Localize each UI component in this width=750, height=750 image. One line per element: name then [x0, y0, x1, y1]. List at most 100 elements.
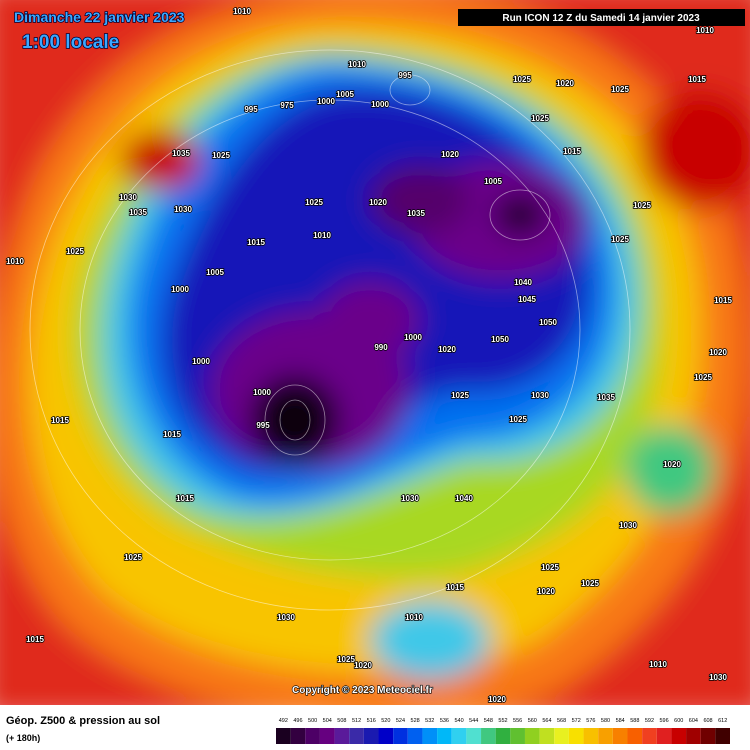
colorbar-swatch — [700, 728, 716, 744]
isobar-label: 1030 — [709, 673, 727, 682]
colorbar-swatch — [290, 728, 306, 744]
isobar-label: 1025 — [531, 114, 549, 123]
colorbar-label: 516 — [367, 718, 376, 724]
colorbar-label: 560 — [528, 718, 537, 724]
colorbar-swatch — [583, 728, 599, 744]
colorbar-swatch — [554, 728, 569, 744]
colorbar-label: 520 — [381, 718, 390, 724]
isobar-label: 1000 — [404, 333, 422, 342]
colorbar-label: 556 — [513, 718, 522, 724]
isobar-label: 1020 — [369, 198, 387, 207]
isobar-label: 1020 — [537, 587, 555, 596]
colorbar-swatch — [656, 728, 672, 744]
isobar-label: 1030 — [119, 193, 137, 202]
colorbar-swatch — [686, 728, 701, 744]
colorbar-label: 584 — [616, 718, 625, 724]
colorbar-swatch — [305, 728, 320, 744]
isobar-label: 1005 — [484, 177, 502, 186]
isobar-label: 1015 — [688, 75, 706, 84]
colorbar-swatch — [568, 728, 584, 744]
colorbar-swatch — [422, 728, 438, 744]
isobar-label: 1000 — [317, 97, 335, 106]
time: 1:00 locale — [22, 32, 119, 53]
contours — [29, 49, 631, 611]
colorbar-label: 604 — [689, 718, 698, 724]
isobar-label: 1020 — [438, 345, 456, 354]
isobar-label: 1020 — [556, 79, 574, 88]
isobar-label: 1025 — [212, 151, 230, 160]
isobar-label: 1010 — [348, 60, 366, 69]
isobar-label: 1030 — [619, 521, 637, 530]
colorbar-label: 528 — [411, 718, 420, 724]
colorbar-swatch — [319, 728, 335, 744]
isobar-label: 1000 — [371, 100, 389, 109]
colorbar-label: 588 — [630, 718, 639, 724]
colorbar-label: 580 — [601, 718, 610, 724]
isobar-label: 1025 — [66, 247, 84, 256]
colorbar-label: 540 — [454, 718, 463, 724]
colorbar-swatch — [510, 728, 525, 744]
colorbar-label: 504 — [323, 718, 332, 724]
isobar-label: 975 — [280, 101, 294, 110]
colorbar-label: 500 — [308, 718, 317, 724]
colorbar-label: 576 — [586, 718, 595, 724]
colorbar-swatch — [481, 728, 496, 744]
isobar-label: 1040 — [514, 278, 532, 287]
isobar-label: 1050 — [539, 318, 557, 327]
isobar-label: 1015 — [563, 147, 581, 156]
isobar-label: 1015 — [247, 238, 265, 247]
isobar-label: 1050 — [491, 335, 509, 344]
title: Dimanche 22 janvier 2023 — [14, 9, 185, 25]
isobar-label: 990 — [374, 343, 388, 352]
isobar-label: 1025 — [509, 415, 527, 424]
colorbar-label: 568 — [557, 718, 566, 724]
isobar-label: 1045 — [518, 295, 536, 304]
colorbar-swatch — [524, 728, 540, 744]
copyright: Copyright © 2023 Meteociel.fr — [292, 685, 433, 696]
colorbar-label: 508 — [337, 718, 346, 724]
colorbar-swatch — [334, 728, 350, 744]
isobar-label: 1010 — [6, 257, 24, 266]
isobar-label: 1005 — [206, 268, 224, 277]
isobar-label: 1035 — [172, 149, 190, 158]
colorbar-label: 496 — [293, 718, 302, 724]
isobar-label: 1010 — [696, 26, 714, 35]
isobar-label: 1025 — [124, 553, 142, 562]
colorbar-label: 600 — [674, 718, 683, 724]
colorbar-label: 612 — [718, 718, 727, 724]
isobar-label: 1010 — [233, 7, 251, 16]
colorbar-label: 552 — [498, 718, 507, 724]
isobar-label: 1020 — [709, 348, 727, 357]
isobar-label: 1025 — [611, 85, 629, 94]
isobar-label: 1040 — [455, 494, 473, 503]
isobar-label: 1015 — [714, 296, 732, 305]
isobar-label: 1025 — [611, 235, 629, 244]
isobar-label: 1015 — [176, 494, 194, 503]
isobar-label: 995 — [256, 421, 270, 430]
isobar-label: 1005 — [336, 90, 354, 99]
product: Géop. Z500 & pression au sol — [6, 715, 160, 727]
isobar-label: 1025 — [451, 391, 469, 400]
isobar-label: 1030 — [531, 391, 549, 400]
isobar-label: 1025 — [694, 373, 712, 382]
isobar-label: 1010 — [405, 613, 423, 622]
colorbar-swatch — [598, 728, 613, 744]
isobar-label: 995 — [398, 71, 412, 80]
isobar-label: 1025 — [581, 579, 599, 588]
isobar-label: 1035 — [129, 208, 147, 217]
run: Run ICON 12 Z du Samedi 14 janvier 2023 — [502, 13, 700, 24]
colorbar-swatch — [451, 728, 467, 744]
colorbar-label: 536 — [440, 718, 449, 724]
isobar-label: 1020 — [354, 661, 372, 670]
isobar-label: 1025 — [305, 198, 323, 207]
colorbar-swatch — [671, 728, 687, 744]
colorbar-swatch — [349, 728, 364, 744]
isobar-label: 1020 — [441, 150, 459, 159]
isobar-label: 1030 — [401, 494, 419, 503]
isobar-label: 1035 — [597, 393, 615, 402]
colorbar-swatch — [627, 728, 643, 744]
isobar-label: 1035 — [407, 209, 425, 218]
colorbar-label: 492 — [279, 718, 288, 724]
colorbar-label: 596 — [660, 718, 669, 724]
